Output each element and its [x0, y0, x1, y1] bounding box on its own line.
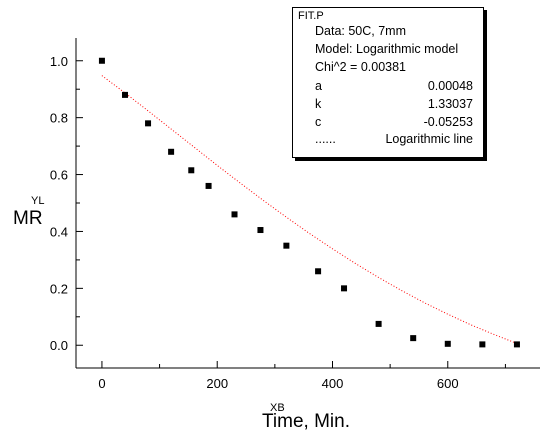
- data-point: [479, 341, 486, 348]
- y-tick-label: 0.4: [50, 224, 68, 239]
- data-point: [231, 211, 238, 218]
- fit-curve: [101, 75, 518, 344]
- x-axis-ticks: 0 200 400 600: [98, 361, 506, 391]
- y-tick-label: 1.0: [50, 54, 68, 69]
- param-c-name: c: [315, 115, 322, 129]
- param-k-value: 1.33037: [427, 97, 473, 111]
- legend-chi-line: Chi^2 = 0.00381: [315, 60, 407, 74]
- x-tick-label: 400: [322, 376, 344, 391]
- data-point: [375, 320, 382, 327]
- data-point: [444, 340, 451, 347]
- data-point: [410, 335, 417, 342]
- data-point: [513, 341, 520, 348]
- data-point: [341, 285, 348, 292]
- x-axis-label: Time, Min.: [262, 411, 350, 432]
- data-points-series: [98, 57, 520, 348]
- data-point: [168, 148, 175, 155]
- data-point: [145, 120, 152, 127]
- y-axis-ticks: 0.0 0.2 0.4 0.6 0.8 1.0: [50, 54, 83, 353]
- y-tick-label: 0.6: [50, 168, 68, 183]
- y-tick-label: 0.8: [50, 111, 68, 126]
- data-point: [283, 242, 290, 249]
- y-tick-label: 0.2: [50, 281, 68, 296]
- x-tick-label: 0: [98, 376, 105, 391]
- fit-line-series: [101, 75, 518, 344]
- data-point: [188, 167, 195, 174]
- x-tick-label: 200: [206, 376, 228, 391]
- param-a-value: 0.00048: [427, 79, 473, 93]
- param-c-value: -0.05253: [423, 115, 473, 129]
- legend-title: FIT.P: [298, 10, 324, 22]
- fit-results-legend: FIT.P Data: 50C, 7mm Model: Logarithmic …: [292, 7, 484, 158]
- x-axis-tag: XB: [270, 402, 285, 414]
- data-point: [205, 182, 212, 189]
- legend-model-line: Model: Logarithmic model: [315, 42, 459, 56]
- y-axis-label: MR: [13, 208, 43, 229]
- param-a-name: a: [315, 79, 322, 93]
- y-tick-label: 0.0: [50, 338, 68, 353]
- y-axis-tag: YL: [31, 195, 45, 207]
- legend-line-marker: ......: [315, 132, 336, 146]
- legend-line-label: Logarithmic line: [385, 132, 473, 146]
- data-point: [257, 227, 264, 234]
- param-k-name: k: [315, 97, 322, 111]
- x-tick-label: 600: [437, 376, 459, 391]
- data-point: [98, 57, 105, 64]
- data-point: [121, 91, 128, 98]
- legend-data-line: Data: 50C, 7mm: [315, 24, 407, 38]
- data-point: [315, 268, 322, 275]
